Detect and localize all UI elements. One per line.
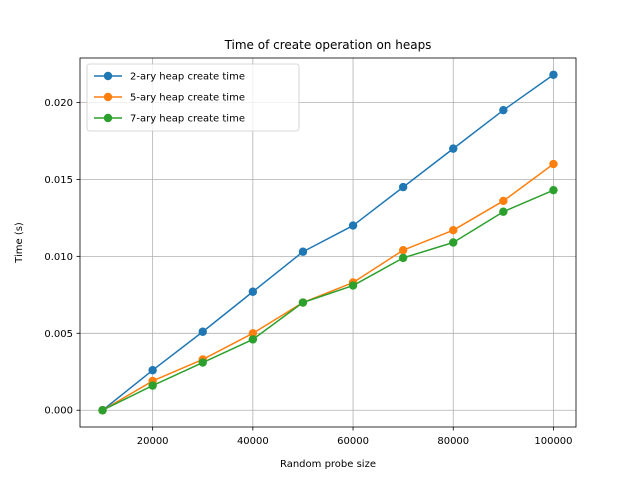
series-line <box>102 189 554 411</box>
data-point <box>449 144 458 153</box>
x-tick-label: 20000 <box>137 436 169 447</box>
y-tick-label: 0.020 <box>44 98 73 109</box>
y-tick-label: 0.000 <box>44 406 73 417</box>
x-tick-label: 100000 <box>534 436 572 447</box>
x-tick-label: 40000 <box>237 436 269 447</box>
x-tick-label: 80000 <box>437 436 469 447</box>
plot-frame <box>79 57 577 428</box>
y-axis-label: Time (s) <box>14 222 25 264</box>
data-point <box>248 329 258 338</box>
data-point <box>198 327 207 336</box>
y-tick-label: 0.005 <box>44 329 73 340</box>
grid <box>80 58 576 427</box>
legend-marker <box>103 71 113 81</box>
legend-label: 2-ary heap create time <box>130 72 245 83</box>
legend-item: 5-ary heap create time <box>94 93 245 104</box>
y-tick-label: 0.015 <box>44 175 73 186</box>
x-axis: 20000 40000 60000 80000 100000 <box>137 427 573 447</box>
data-point <box>549 159 558 169</box>
y-axis: 0.000 0.005 0.010 0.015 0.020 <box>44 98 80 417</box>
series-layer <box>98 70 558 415</box>
data-point <box>248 335 258 344</box>
legend-label: 5-ary heap create time <box>130 93 245 104</box>
data-point <box>398 245 408 255</box>
data-point <box>398 182 408 192</box>
data-point <box>198 358 207 367</box>
series-line <box>102 163 554 411</box>
data-point <box>148 381 157 390</box>
series-1 <box>98 70 558 415</box>
legend: 2-ary heap create time 5-ary heap create … <box>86 63 300 132</box>
legend-box <box>86 63 300 132</box>
data-point <box>98 406 107 415</box>
data-point <box>449 225 458 235</box>
legend-label: 7-ary heap create time <box>130 114 245 125</box>
legend-marker <box>103 92 113 102</box>
data-point <box>549 185 558 195</box>
data-point <box>499 207 508 216</box>
legend-item: 2-ary heap create time <box>94 72 245 83</box>
data-point <box>248 287 258 296</box>
series-line <box>102 74 554 411</box>
data-point <box>499 196 508 206</box>
series-3 <box>98 185 558 415</box>
legend-marker <box>103 113 113 123</box>
data-point <box>398 253 408 263</box>
data-point <box>348 281 358 290</box>
legend-item: 7-ary heap create time <box>94 114 245 125</box>
x-axis-label: Random probe size <box>280 459 376 470</box>
data-point <box>499 105 508 115</box>
data-point <box>549 70 558 79</box>
data-point <box>298 247 308 256</box>
data-point <box>148 366 157 375</box>
data-point <box>449 238 458 247</box>
data-point <box>348 221 358 230</box>
x-tick-label: 60000 <box>337 436 369 447</box>
chart-title: Time of create operation on heaps <box>224 38 432 52</box>
y-tick-label: 0.010 <box>44 252 73 263</box>
data-point <box>298 298 308 307</box>
